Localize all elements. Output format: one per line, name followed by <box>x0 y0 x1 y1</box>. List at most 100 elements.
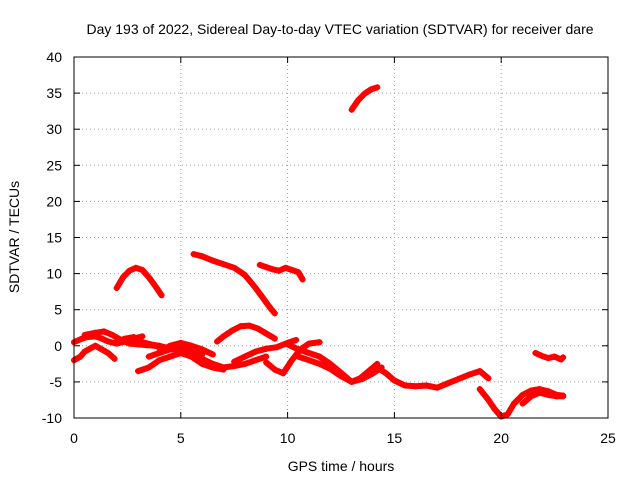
data-point-s4 <box>130 334 137 341</box>
data-point-s10 <box>246 322 253 329</box>
data-point-s13 <box>280 370 287 377</box>
y-tick-label: -5 <box>50 374 63 390</box>
data-point-s2 <box>92 342 99 349</box>
data-point-s14 <box>295 346 302 353</box>
data-point-s9 <box>220 261 227 268</box>
data-point-s19 <box>553 393 560 400</box>
data-point-s10 <box>229 327 236 334</box>
data-point-s15 <box>327 365 334 372</box>
data-point-s9 <box>258 293 265 300</box>
data-point-s5 <box>132 264 139 271</box>
data-point-s13 <box>263 359 270 366</box>
data-track-s9 <box>190 251 278 317</box>
data-point-s18 <box>504 411 511 418</box>
data-point-s18 <box>519 391 526 398</box>
data-point-s5 <box>126 267 133 274</box>
data-point-s9 <box>271 310 278 317</box>
data-point-s17 <box>444 380 451 387</box>
y-tick-label: 5 <box>54 302 62 318</box>
data-point-s9 <box>209 257 216 264</box>
data-point-s18 <box>476 386 483 393</box>
data-point-s19 <box>528 393 535 400</box>
data-point-s5 <box>113 285 120 292</box>
data-point-s13 <box>288 357 295 364</box>
data-point-s19 <box>536 389 543 396</box>
data-point-s9 <box>190 251 197 258</box>
data-point-s14 <box>316 353 323 360</box>
data-point-s17 <box>434 384 441 391</box>
data-point-s11 <box>252 348 259 355</box>
data-point-s11 <box>231 358 238 365</box>
data-point-s10 <box>263 330 270 337</box>
data-point-s12 <box>295 269 302 276</box>
x-tick-label: 25 <box>600 430 616 446</box>
y-tick-label: 15 <box>46 230 62 246</box>
data-point-s6 <box>145 364 152 371</box>
data-point-s15 <box>359 376 366 383</box>
data-point-s5 <box>152 282 159 289</box>
data-point-s12 <box>276 267 283 274</box>
data-point-s7 <box>263 353 270 360</box>
data-point-s1 <box>77 336 84 343</box>
data-point-s4 <box>139 339 146 346</box>
data-point-s20 <box>532 350 539 357</box>
data-point-s2 <box>111 355 118 362</box>
data-point-s7 <box>188 348 195 355</box>
data-point-s9 <box>267 305 274 312</box>
y-tick-label: 20 <box>46 193 62 209</box>
data-point-s7 <box>241 360 248 367</box>
data-point-s2 <box>88 344 95 351</box>
data-point-s4 <box>147 341 154 348</box>
data-point-s9 <box>241 272 248 279</box>
data-point-s18 <box>511 400 518 407</box>
x-tick-label: 10 <box>280 430 296 446</box>
data-point-s2 <box>98 346 105 353</box>
data-point-s11 <box>273 344 280 351</box>
data-point-s12 <box>299 276 306 283</box>
data-point-s18 <box>528 387 535 394</box>
data-point-s7 <box>252 357 259 364</box>
data-point-s7 <box>145 353 152 360</box>
data-point-s3 <box>100 328 107 335</box>
data-point-s2 <box>105 350 112 357</box>
data-point-s12 <box>288 266 295 273</box>
y-tick-label: -10 <box>42 410 62 426</box>
data-track-s8 <box>156 339 216 358</box>
data-point-s5 <box>145 274 152 281</box>
x-axis: 0 5 10 15 20 25 <box>70 57 616 446</box>
data-point-s15 <box>348 378 355 385</box>
y-tick-label: 25 <box>46 157 62 173</box>
data-point-s15 <box>316 360 323 367</box>
x-tick-label: 0 <box>70 430 78 446</box>
y-axis-title: SDTVAR / TECUs <box>6 181 22 293</box>
data-point-s10 <box>254 325 261 332</box>
series-group <box>71 84 567 420</box>
data-point-s20 <box>538 352 545 359</box>
data-point-s10 <box>237 323 244 330</box>
data-point-s3 <box>109 331 116 338</box>
data-point-s16 <box>348 106 355 113</box>
data-point-s20 <box>560 354 567 361</box>
data-point-s17 <box>412 383 419 390</box>
y-tick-label: 30 <box>46 121 62 137</box>
data-point-s17 <box>391 377 398 384</box>
data-point-s7 <box>209 360 216 367</box>
data-point-s4 <box>156 342 163 349</box>
data-track-s10 <box>214 322 278 345</box>
data-point-s6 <box>167 353 174 360</box>
data-point-s15 <box>370 370 377 377</box>
data-point-s12 <box>263 264 270 271</box>
data-track-s5 <box>113 264 165 299</box>
data-point-s4 <box>122 335 129 342</box>
data-point-s1 <box>139 333 146 340</box>
data-point-s15 <box>295 353 302 360</box>
data-point-s15 <box>338 373 344 380</box>
data-point-s13 <box>271 366 278 373</box>
data-point-s9 <box>199 253 206 260</box>
data-point-s17 <box>382 370 389 377</box>
data-point-s6 <box>156 357 163 364</box>
data-point-s19 <box>545 391 552 398</box>
data-point-s6 <box>177 350 184 357</box>
data-point-s17 <box>423 382 430 389</box>
